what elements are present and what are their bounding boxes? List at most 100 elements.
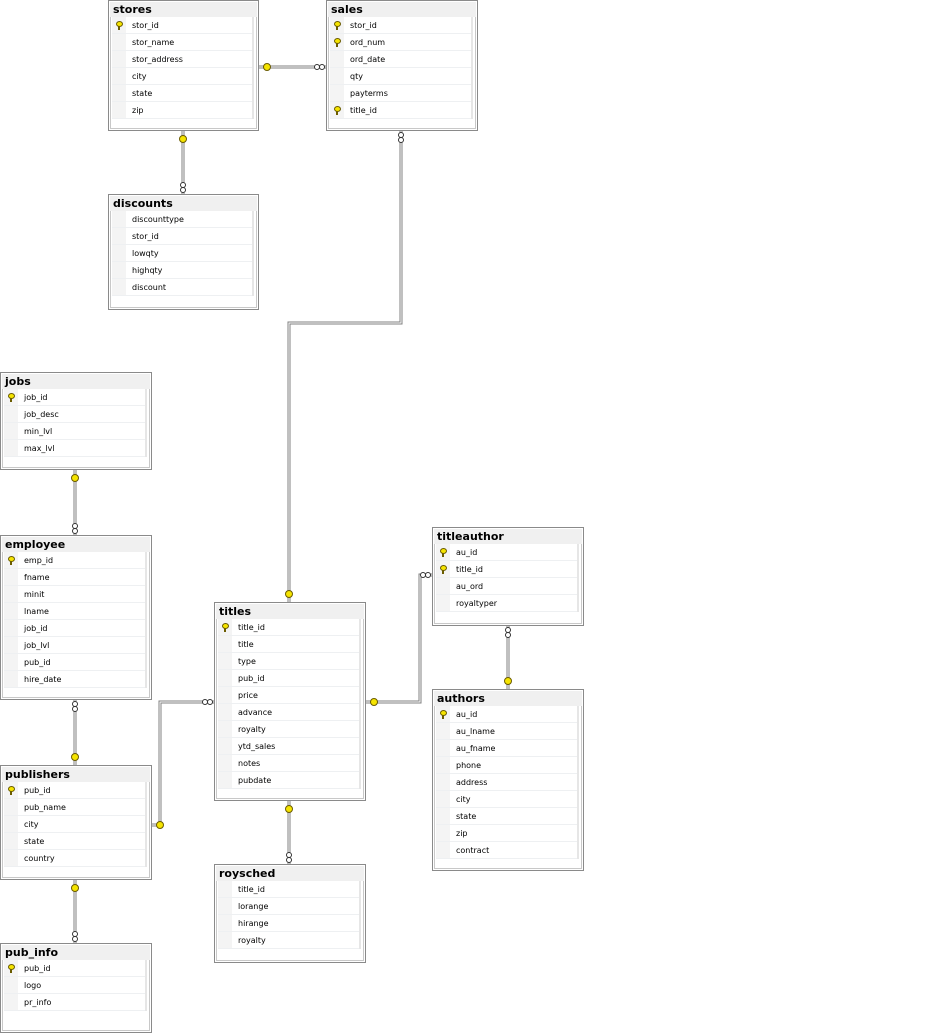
key-end-icon xyxy=(285,805,293,813)
column-row[interactable]: pub_name xyxy=(4,799,145,816)
column-row[interactable]: title_id xyxy=(218,881,359,898)
column-row[interactable]: price xyxy=(218,687,359,704)
relationship-jobs-employee[interactable] xyxy=(71,470,79,535)
column-row[interactable]: lorange xyxy=(218,898,359,915)
table-discounts[interactable]: discounts discounttype stor_id lowqty highqt… xyxy=(108,194,259,310)
column-row[interactable]: job_id xyxy=(4,389,145,406)
table-stores[interactable]: stores stor_id stor_name stor_address city st… xyxy=(108,0,259,131)
column-row[interactable]: address xyxy=(436,774,577,791)
table-jobs[interactable]: jobs job_id job_desc min_lvl max_lvl xyxy=(0,372,152,470)
table-title[interactable]: discounts xyxy=(110,196,257,211)
column-row[interactable]: contract xyxy=(436,842,577,859)
column-row[interactable]: zip xyxy=(436,825,577,842)
column-row[interactable]: au_fname xyxy=(436,740,577,757)
column-row[interactable]: title_id xyxy=(218,619,359,636)
column-row[interactable]: country xyxy=(4,850,145,867)
column-row[interactable]: discounttype xyxy=(112,211,252,228)
column-row[interactable]: royalty xyxy=(218,721,359,738)
column-row[interactable]: au_lname xyxy=(436,723,577,740)
column-row[interactable]: notes xyxy=(218,755,359,772)
primary-key-icon xyxy=(7,785,15,795)
column-row[interactable]: city xyxy=(4,816,145,833)
column-row[interactable]: stor_id xyxy=(330,17,471,34)
column-row[interactable]: fname xyxy=(4,569,145,586)
column-row[interactable]: pub_id xyxy=(4,960,145,977)
table-publishers[interactable]: publishers pub_id pub_name city state country xyxy=(0,765,152,880)
column-row[interactable]: ord_num xyxy=(330,34,471,51)
table-title[interactable]: stores xyxy=(110,2,257,17)
column-row[interactable]: highqty xyxy=(112,262,252,279)
column-row[interactable]: max_lvl xyxy=(4,440,145,457)
table-titles[interactable]: titles title_id title type pub_id price advanc… xyxy=(214,602,366,801)
table-roysched[interactable]: roysched title_id lorange hirange royalty xyxy=(214,864,366,963)
column-row[interactable]: hirange xyxy=(218,915,359,932)
column-row[interactable]: state xyxy=(4,833,145,850)
column-row[interactable]: min_lvl xyxy=(4,423,145,440)
column-row[interactable]: city xyxy=(112,68,252,85)
table-title[interactable]: publishers xyxy=(2,767,150,782)
table-title[interactable]: titleauthor xyxy=(434,529,582,544)
column-row[interactable]: pr_info xyxy=(4,994,145,1011)
column-row[interactable]: lname xyxy=(4,603,145,620)
table-sales[interactable]: sales stor_id ord_num ord_date qty payterms ti… xyxy=(326,0,478,131)
relationship-publishers-titles[interactable] xyxy=(152,699,214,829)
column-row[interactable]: discount xyxy=(112,279,252,296)
column-row[interactable]: title xyxy=(218,636,359,653)
column-row[interactable]: pub_id xyxy=(218,670,359,687)
column-row[interactable]: pub_id xyxy=(4,782,145,799)
column-row[interactable]: job_desc xyxy=(4,406,145,423)
column-row[interactable]: au_id xyxy=(436,706,577,723)
relationship-titles-sales[interactable] xyxy=(285,131,404,602)
column-row[interactable]: state xyxy=(436,808,577,825)
relationship-titles-roysched[interactable] xyxy=(285,801,293,864)
table-title[interactable]: titles xyxy=(216,604,364,619)
table-pub_info[interactable]: pub_info pub_id logo pr_info xyxy=(0,943,152,1033)
column-row[interactable]: royalty xyxy=(218,932,359,949)
column-row[interactable]: job_lvl xyxy=(4,637,145,654)
relationship-publishers-pub_info[interactable] xyxy=(71,880,79,943)
column-row[interactable]: stor_name xyxy=(112,34,252,51)
relationship-stores-discounts[interactable] xyxy=(179,131,187,194)
column-row[interactable]: stor_address xyxy=(112,51,252,68)
row-selector xyxy=(4,637,18,653)
table-title[interactable]: pub_info xyxy=(2,945,150,960)
column-row[interactable]: title_id xyxy=(436,561,577,578)
infinity-end-icon xyxy=(319,64,325,70)
relationship-authors-titleauthor[interactable] xyxy=(504,626,512,689)
column-row[interactable]: au_ord xyxy=(436,578,577,595)
column-row[interactable]: phone xyxy=(436,757,577,774)
column-row[interactable]: state xyxy=(112,85,252,102)
column-row[interactable]: ytd_sales xyxy=(218,738,359,755)
column-row[interactable]: job_id xyxy=(4,620,145,637)
table-title[interactable]: authors xyxy=(434,691,582,706)
column-row[interactable]: advance xyxy=(218,704,359,721)
table-title[interactable]: roysched xyxy=(216,866,364,881)
column-row[interactable]: lowqty xyxy=(112,245,252,262)
table-authors[interactable]: authors au_id au_lname au_fname phone address… xyxy=(432,689,584,871)
relationship-titles-titleauthor[interactable] xyxy=(366,572,432,706)
relationship-stores-sales[interactable] xyxy=(259,63,326,71)
column-row[interactable]: pub_id xyxy=(4,654,145,671)
column-row[interactable]: pubdate xyxy=(218,772,359,789)
table-titleauthor[interactable]: titleauthor au_id title_id au_ord royaltyper xyxy=(432,527,584,626)
table-title[interactable]: employee xyxy=(2,537,150,552)
column-row[interactable]: stor_id xyxy=(112,17,252,34)
column-row[interactable]: hire_date xyxy=(4,671,145,688)
column-row[interactable]: logo xyxy=(4,977,145,994)
column-row[interactable]: minit xyxy=(4,586,145,603)
column-row[interactable]: qty xyxy=(330,68,471,85)
table-title[interactable]: jobs xyxy=(2,374,150,389)
column-row[interactable]: title_id xyxy=(330,102,471,119)
column-row[interactable]: zip xyxy=(112,102,252,119)
relationship-publishers-employee[interactable] xyxy=(71,700,79,765)
table-title[interactable]: sales xyxy=(328,2,476,17)
column-row[interactable]: type xyxy=(218,653,359,670)
column-row[interactable]: royaltyper xyxy=(436,595,577,612)
table-employee[interactable]: employee emp_id fname minit lname job_id job_l… xyxy=(0,535,152,700)
column-row[interactable]: city xyxy=(436,791,577,808)
column-row[interactable]: stor_id xyxy=(112,228,252,245)
column-row[interactable]: ord_date xyxy=(330,51,471,68)
column-row[interactable]: emp_id xyxy=(4,552,145,569)
column-row[interactable]: payterms xyxy=(330,85,471,102)
column-row[interactable]: au_id xyxy=(436,544,577,561)
